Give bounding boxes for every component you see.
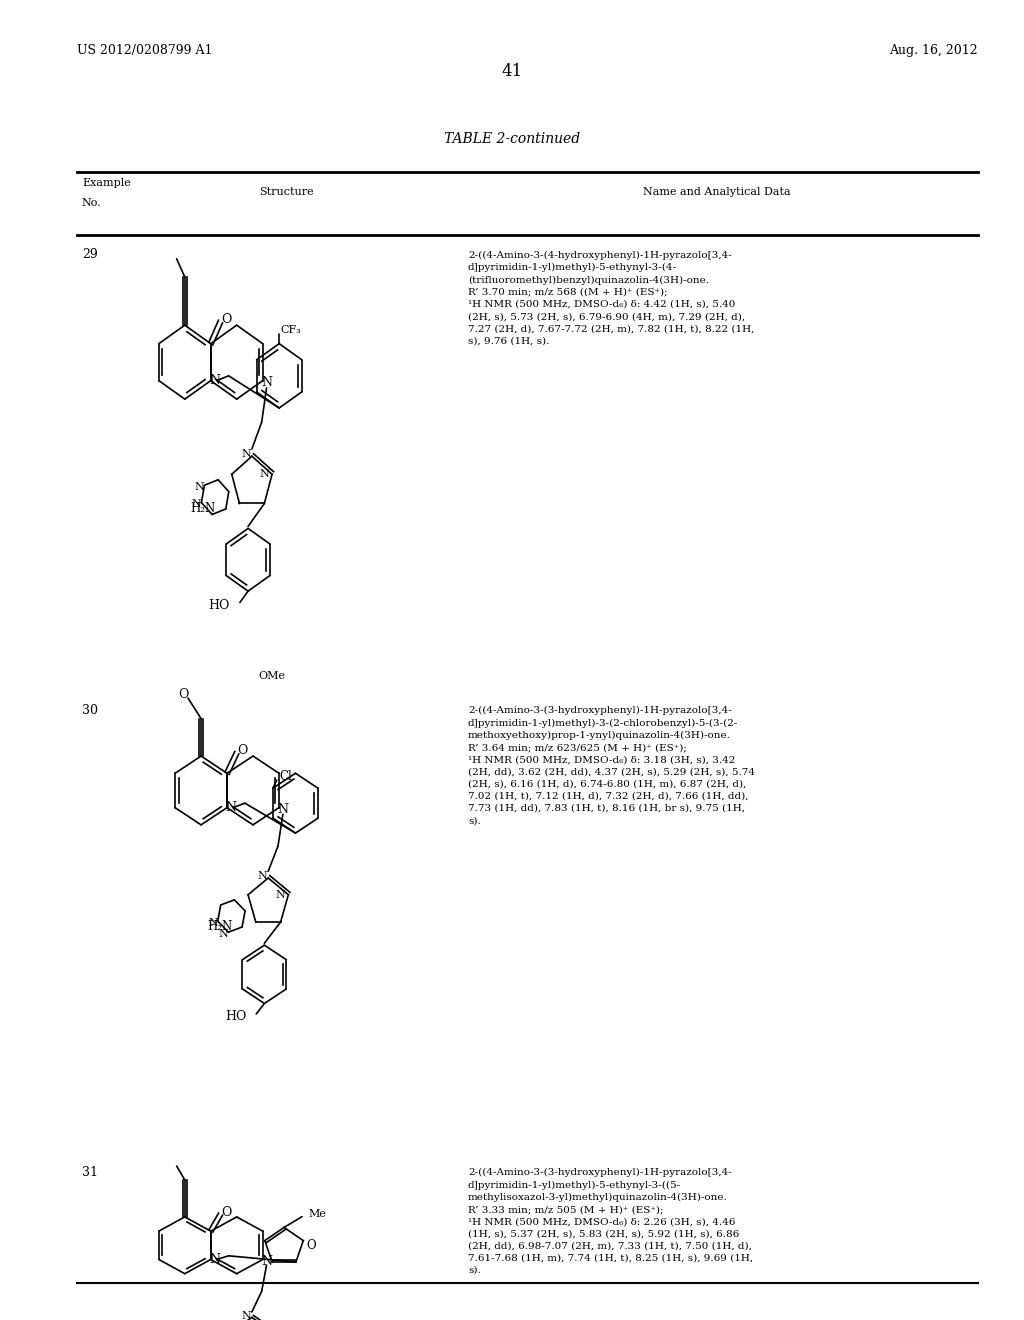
Text: N: N <box>257 871 267 882</box>
Text: 41: 41 <box>502 63 522 81</box>
Text: O: O <box>221 1206 231 1220</box>
Text: O: O <box>238 744 248 758</box>
Text: N: N <box>225 801 237 814</box>
Text: 2-((4-Amino-3-(3-hydroxyphenyl)-1H-pyrazolo[3,4-
d]pyrimidin-1-yl)methyl)-5-ethy: 2-((4-Amino-3-(3-hydroxyphenyl)-1H-pyraz… <box>468 1168 753 1275</box>
Text: US 2012/0208799 A1: US 2012/0208799 A1 <box>77 44 212 57</box>
Text: Example: Example <box>82 178 131 189</box>
Text: Name and Analytical Data: Name and Analytical Data <box>643 187 791 198</box>
Text: Aug. 16, 2012: Aug. 16, 2012 <box>889 44 978 57</box>
Text: N: N <box>208 917 218 928</box>
Text: H₂N: H₂N <box>190 502 216 515</box>
Text: N: N <box>195 482 205 492</box>
Text: N: N <box>242 1311 251 1320</box>
Text: O: O <box>221 313 231 326</box>
Text: N: N <box>278 803 289 816</box>
Text: O: O <box>306 1238 316 1251</box>
Text: N: N <box>261 1254 272 1267</box>
Text: 2-((4-Amino-3-(3-hydroxyphenyl)-1H-pyrazolo[3,4-
d]pyrimidin-1-yl)methyl)-3-(2-c: 2-((4-Amino-3-(3-hydroxyphenyl)-1H-pyraz… <box>468 706 755 825</box>
Text: 29: 29 <box>82 248 97 261</box>
Text: Structure: Structure <box>259 187 314 198</box>
Text: Cl: Cl <box>280 771 292 784</box>
Text: HO: HO <box>225 1010 247 1023</box>
Text: TABLE 2-continued: TABLE 2-continued <box>444 132 580 147</box>
Text: N: N <box>261 376 272 389</box>
Text: N: N <box>219 929 228 939</box>
Text: CF₃: CF₃ <box>281 325 301 334</box>
Text: OMe: OMe <box>258 671 285 681</box>
Text: N: N <box>242 449 251 459</box>
Text: Me: Me <box>308 1209 327 1218</box>
Text: N: N <box>275 890 285 900</box>
Text: 2-((4-Amino-3-(4-hydroxyphenyl)-1H-pyrazolo[3,4-
d]pyrimidin-1-yl)methyl)-5-ethy: 2-((4-Amino-3-(4-hydroxyphenyl)-1H-pyraz… <box>468 251 755 346</box>
Text: 31: 31 <box>82 1166 98 1179</box>
Text: N: N <box>209 374 220 387</box>
Text: O: O <box>178 688 188 701</box>
Text: N: N <box>209 1253 220 1266</box>
Text: N: N <box>191 499 202 510</box>
Text: N: N <box>259 470 268 479</box>
Text: No.: No. <box>82 198 101 209</box>
Text: H₂N: H₂N <box>207 920 232 933</box>
Text: 30: 30 <box>82 704 98 717</box>
Text: HO: HO <box>209 599 230 611</box>
